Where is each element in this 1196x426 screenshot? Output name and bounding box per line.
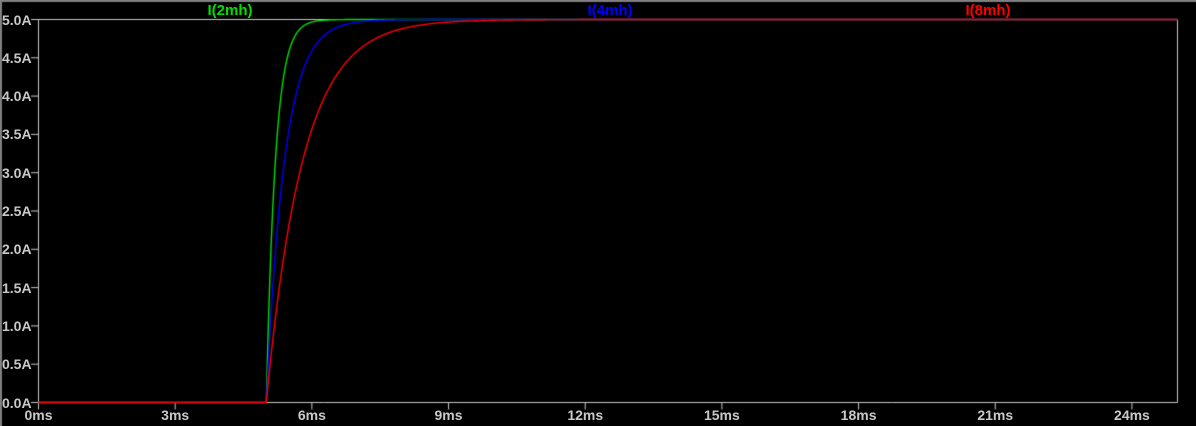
y-axis-tick-label[interactable]: 5.0A: [2, 11, 32, 28]
y-axis-tick-label[interactable]: 1.0A: [2, 317, 32, 334]
x-axis-tick-label[interactable]: 12ms: [567, 407, 604, 423]
y-axis-tick-label[interactable]: 2.5A: [2, 203, 32, 219]
x-axis-tick-label[interactable]: 18ms: [840, 407, 877, 423]
y-axis-tick-label[interactable]: 3.5A: [2, 126, 32, 143]
trace-label-i4mh[interactable]: I(4mh): [587, 2, 633, 19]
x-axis-tick-label[interactable]: 3ms: [161, 407, 190, 423]
y-axis-tick-label[interactable]: 3.0A: [2, 164, 32, 181]
y-axis-tick-label[interactable]: 4.5A: [2, 49, 32, 66]
y-axis-tick-label[interactable]: 2.0A: [2, 241, 32, 258]
trace-label-i2mh[interactable]: I(2mh): [207, 2, 253, 19]
x-axis-tick-label[interactable]: 21ms: [977, 407, 1014, 423]
x-axis-tick-label[interactable]: 6ms: [297, 407, 326, 423]
y-axis-tick-label[interactable]: 1.5A: [2, 279, 32, 296]
y-axis-tick-label[interactable]: 4.0A: [2, 88, 32, 105]
x-axis-tick-label[interactable]: 0ms: [24, 407, 53, 423]
y-axis-tick-label[interactable]: 0.0A: [2, 394, 32, 411]
x-axis-tick-label[interactable]: 15ms: [703, 407, 740, 423]
x-axis-tick-label[interactable]: 24ms: [1114, 407, 1150, 423]
x-axis-tick-label[interactable]: 9ms: [434, 407, 463, 423]
trace-label-i8mh[interactable]: I(8mh): [965, 2, 1011, 19]
y-axis-tick-label[interactable]: 0.5A: [2, 356, 32, 373]
